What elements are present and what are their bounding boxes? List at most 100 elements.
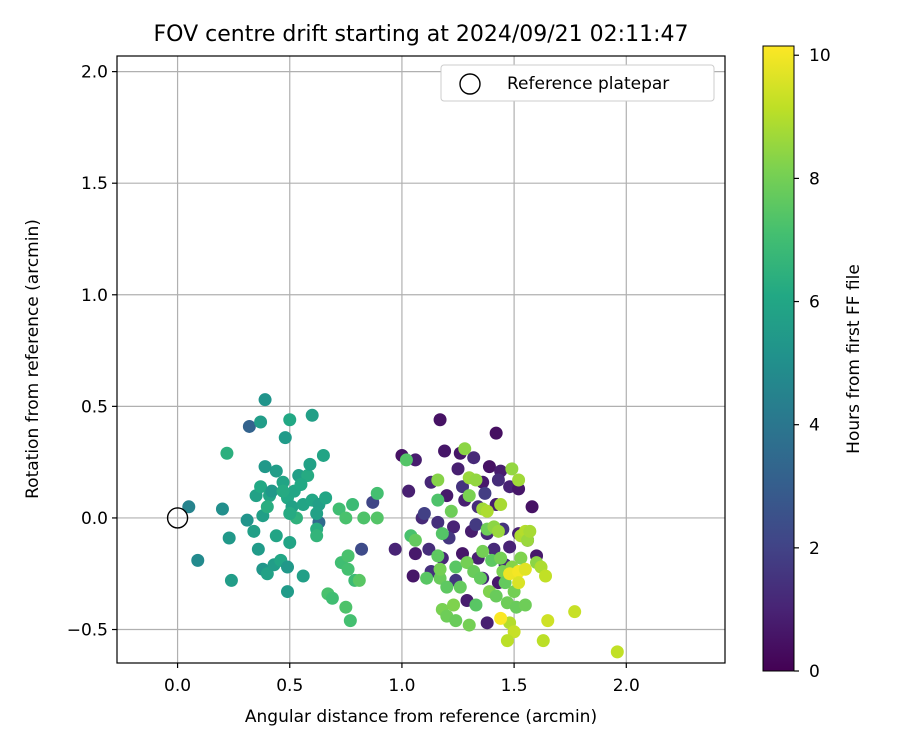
data-point xyxy=(420,571,434,585)
data-point xyxy=(220,446,234,460)
data-point xyxy=(276,484,290,498)
legend-label: Reference platepar xyxy=(507,74,669,94)
data-point xyxy=(260,500,274,514)
data-point xyxy=(402,484,416,498)
data-point xyxy=(456,480,470,494)
data-point xyxy=(325,591,339,605)
data-point xyxy=(260,567,274,581)
colorbar: 0 2 4 6 8 10 Hours from first FF file xyxy=(762,45,864,682)
data-point xyxy=(440,580,454,594)
data-point xyxy=(276,475,290,489)
colorbar-tick-label: 8 xyxy=(809,169,820,189)
data-point xyxy=(355,542,369,556)
data-point xyxy=(269,464,283,478)
data-point xyxy=(399,453,413,467)
colorbar-tick-label: 10 xyxy=(809,46,831,66)
data-point xyxy=(512,576,526,590)
data-point xyxy=(449,614,463,628)
data-point xyxy=(370,486,384,500)
data-point xyxy=(505,462,519,476)
data-point xyxy=(489,426,503,440)
data-point xyxy=(449,560,463,574)
data-point xyxy=(480,616,494,630)
data-point xyxy=(469,598,483,612)
data-point xyxy=(494,498,508,512)
data-point xyxy=(281,560,295,574)
data-point xyxy=(462,618,476,632)
data-point xyxy=(224,573,238,587)
data-point xyxy=(278,431,292,445)
data-point xyxy=(541,614,555,628)
data-point xyxy=(319,491,333,505)
data-point xyxy=(512,473,526,487)
data-point xyxy=(433,413,447,427)
data-point xyxy=(433,562,447,576)
data-point xyxy=(316,448,330,462)
data-point xyxy=(431,549,445,563)
colorbar-gradient xyxy=(762,45,795,672)
data-point xyxy=(339,600,353,614)
data-point xyxy=(478,486,492,500)
legend-box xyxy=(440,64,715,102)
chart-title: FOV centre drift starting at 2024/09/21 … xyxy=(154,22,689,47)
data-point xyxy=(310,529,324,543)
data-point xyxy=(406,569,420,583)
data-point xyxy=(482,460,496,474)
data-point xyxy=(489,589,503,603)
y-tick-label: 2.0 xyxy=(81,63,108,83)
data-point xyxy=(500,634,514,648)
data-point xyxy=(433,571,447,585)
data-point xyxy=(487,542,501,556)
plot-frame xyxy=(116,55,726,664)
data-point xyxy=(518,598,532,612)
data-point xyxy=(422,542,436,556)
colorbar-tick-label: 0 xyxy=(809,662,820,682)
data-point xyxy=(435,527,449,541)
data-point xyxy=(469,473,483,487)
data-point xyxy=(447,520,461,534)
data-point xyxy=(294,477,308,491)
data-point xyxy=(491,473,505,487)
data-point xyxy=(352,573,366,587)
data-point xyxy=(332,502,346,516)
data-point xyxy=(514,551,528,565)
data-point xyxy=(283,413,297,427)
data-point xyxy=(476,544,490,558)
y-tick-label: 1.0 xyxy=(81,286,108,306)
colorbar-ticks: 0 2 4 6 8 10 xyxy=(794,46,831,682)
data-point xyxy=(240,513,254,527)
y-tick-label: 1.5 xyxy=(81,174,108,194)
data-point xyxy=(431,515,445,529)
data-point xyxy=(451,462,465,476)
data-point xyxy=(408,453,422,467)
y-tick-label: 0.0 xyxy=(81,509,108,529)
data-point xyxy=(215,502,229,516)
data-point xyxy=(507,625,521,639)
data-point xyxy=(417,506,431,520)
data-point xyxy=(370,511,384,525)
data-point xyxy=(281,585,295,599)
data-point xyxy=(536,634,550,648)
grid xyxy=(117,56,725,663)
data-point xyxy=(341,562,355,576)
data-point xyxy=(305,408,319,422)
data-point xyxy=(251,542,265,556)
legend: Reference platepar xyxy=(440,64,715,102)
data-point xyxy=(341,549,355,563)
data-point xyxy=(408,547,422,561)
data-point xyxy=(610,645,624,659)
data-point xyxy=(568,605,582,619)
data-point xyxy=(444,504,458,518)
y-tick-label: 0.5 xyxy=(81,397,108,417)
colorbar-tick-label: 4 xyxy=(809,416,820,436)
colorbar-label: Hours from first FF file xyxy=(844,264,864,454)
x-axis-ticks: 0.0 0.5 1.0 1.5 2.0 xyxy=(164,663,640,696)
data-point xyxy=(191,553,205,567)
reference-marker xyxy=(166,507,189,529)
data-point xyxy=(283,535,297,549)
data-point xyxy=(473,571,487,585)
data-point xyxy=(494,551,508,565)
data-point xyxy=(447,598,461,612)
data-point xyxy=(303,457,317,471)
x-axis-label: Angular distance from reference (arcmin) xyxy=(245,707,597,727)
